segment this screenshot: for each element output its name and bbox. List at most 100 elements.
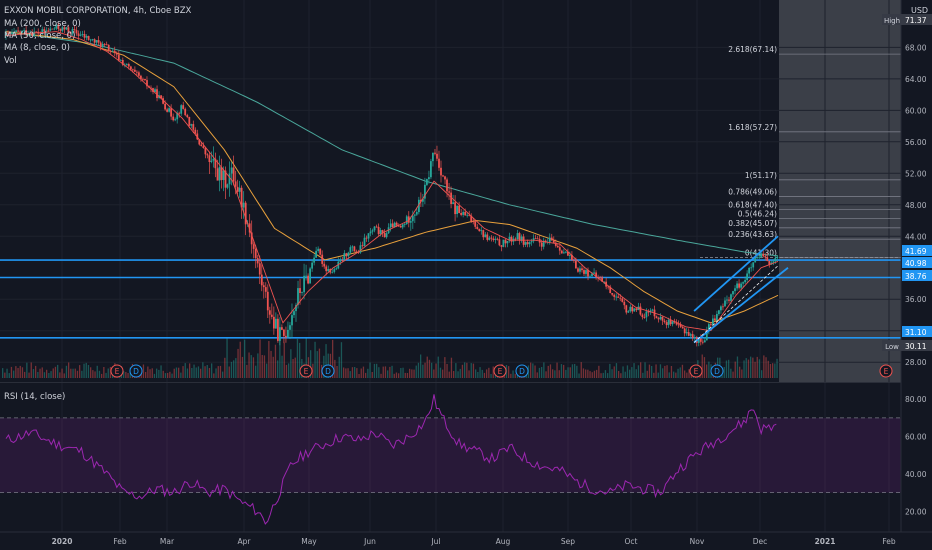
indicator-ma50[interactable]: MA (50, close, 0) — [4, 31, 75, 41]
candle-body — [59, 28, 62, 31]
candle-body — [659, 316, 662, 320]
volume-bar — [362, 366, 365, 378]
volume-bar — [723, 367, 725, 378]
price-tick-label: 68.00 — [905, 43, 927, 52]
candle-body — [182, 105, 185, 109]
channel-upper-line — [693, 235, 779, 312]
volume-bar — [41, 367, 43, 378]
candle-body — [635, 308, 638, 311]
marker-letter: E — [115, 367, 120, 376]
volume-bar — [633, 363, 635, 378]
marker-letter: D — [133, 367, 139, 376]
candle-body — [27, 34, 30, 36]
price-tick-label: 64.00 — [905, 75, 927, 84]
volume-bar — [756, 356, 758, 378]
candle-body — [581, 268, 583, 271]
time-tick-label: Feb — [882, 537, 896, 546]
volume-bar — [492, 366, 494, 378]
candle-body — [472, 221, 475, 222]
candle-body — [750, 267, 752, 269]
rsi-tick-label: 20.00 — [905, 507, 927, 516]
volume-bar — [365, 372, 367, 378]
volume-bar — [6, 368, 8, 378]
candle-body — [716, 314, 718, 321]
candle-body — [518, 233, 521, 241]
candle-body — [156, 89, 158, 98]
volume-bar — [565, 369, 567, 378]
marker-letter: D — [519, 367, 525, 376]
candle-body — [554, 242, 557, 246]
candles — [5, 22, 779, 347]
candle-body — [214, 158, 217, 169]
candle-body — [462, 212, 465, 215]
volume-bar — [776, 358, 778, 378]
volume-bar — [8, 373, 10, 378]
candle-body — [440, 167, 442, 176]
candle-body — [480, 230, 483, 232]
candle-body — [25, 30, 27, 35]
pane-divider[interactable] — [0, 382, 901, 383]
candle-body — [575, 260, 577, 269]
volume-bar — [360, 368, 362, 378]
candle-body — [623, 301, 626, 306]
volume-bar — [431, 362, 433, 378]
volume-bar — [109, 367, 112, 378]
candle-body — [470, 215, 473, 222]
volume-bar — [556, 362, 558, 378]
volume-bar — [356, 368, 358, 378]
candle-body — [490, 237, 493, 239]
trend-channel[interactable] — [693, 235, 789, 344]
earnings-marker — [299, 364, 313, 378]
volume-bar — [79, 365, 81, 378]
candle-body — [264, 287, 267, 292]
indicator-volume[interactable]: Vol — [4, 56, 17, 66]
rsi-label[interactable]: RSI (14, close) — [4, 392, 65, 402]
price-label-box — [902, 257, 932, 268]
candle-body — [577, 268, 579, 272]
candle-body — [633, 308, 636, 312]
candle-body — [303, 275, 305, 293]
volume-bar — [105, 372, 107, 378]
volume-bar — [743, 360, 745, 378]
candle-body — [510, 236, 513, 242]
volume-bar — [316, 351, 318, 378]
volume-bar — [345, 368, 347, 378]
indicator-ma8[interactable]: MA (8, close, 0) — [4, 43, 70, 53]
volume-bar — [534, 365, 536, 378]
channel-lower-line — [693, 267, 789, 344]
candle-body — [661, 316, 664, 321]
volume-bar — [83, 363, 85, 378]
time-axis[interactable]: 2020 Feb Mar Apr May Jun Jul Aug Sep Oct Nov Dec 202… — [52, 537, 896, 546]
volume-bar — [483, 372, 486, 378]
volume-bar — [391, 365, 393, 378]
indicator-ma200[interactable]: MA (200, close, 0) — [4, 19, 81, 29]
volume-bar — [217, 366, 219, 378]
candle-body — [621, 298, 624, 302]
candle-body — [289, 325, 291, 330]
candle-body — [558, 247, 561, 251]
volume-bar — [241, 356, 244, 378]
candle-body — [279, 327, 281, 341]
candle-body — [301, 292, 303, 293]
volume-bar — [677, 368, 679, 378]
volume-bar — [563, 364, 565, 378]
candle-body — [121, 60, 124, 65]
candle-body — [726, 299, 728, 301]
volume-bar — [35, 365, 37, 378]
candle-body — [206, 154, 209, 156]
candle-body — [73, 29, 76, 31]
candle-body — [81, 34, 84, 35]
candle-body — [377, 226, 380, 235]
volume-bar — [312, 363, 314, 378]
candle-body — [486, 234, 489, 240]
volume-bar — [206, 365, 208, 378]
volume-bar — [277, 360, 279, 378]
volume-bar — [448, 371, 450, 378]
candle-body — [270, 314, 273, 317]
volume-bar — [178, 367, 180, 378]
earnings-marker — [879, 364, 893, 378]
volume-bar — [607, 373, 609, 378]
candle-body — [47, 30, 50, 32]
